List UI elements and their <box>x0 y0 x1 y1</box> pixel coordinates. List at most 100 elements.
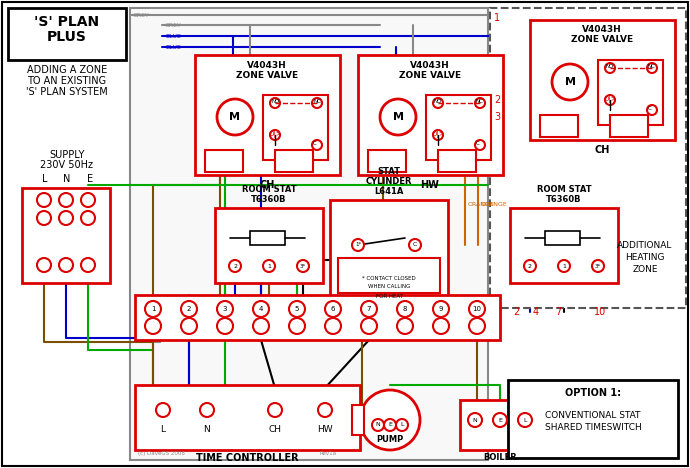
Bar <box>263 95 328 160</box>
Bar <box>205 150 243 172</box>
Circle shape <box>396 419 408 431</box>
Circle shape <box>181 301 197 317</box>
Text: C: C <box>648 106 652 111</box>
Circle shape <box>156 403 170 417</box>
Text: ROOM STAT: ROOM STAT <box>241 185 296 195</box>
Text: 'S' PLAN: 'S' PLAN <box>34 15 99 29</box>
Text: V4043H: V4043H <box>582 25 622 35</box>
Circle shape <box>312 140 322 150</box>
Circle shape <box>59 211 73 225</box>
Circle shape <box>200 403 214 417</box>
Bar <box>195 55 340 175</box>
Text: 2: 2 <box>233 263 237 269</box>
Text: C: C <box>313 141 317 146</box>
Circle shape <box>263 260 275 272</box>
Circle shape <box>380 99 416 135</box>
Text: N: N <box>375 423 380 427</box>
Text: ZONE VALVE: ZONE VALVE <box>571 36 633 44</box>
Circle shape <box>372 419 384 431</box>
Circle shape <box>81 258 95 272</box>
Bar <box>540 115 578 137</box>
Bar <box>22 188 110 283</box>
Bar <box>426 95 491 160</box>
Text: * CONTACT CLOSED: * CONTACT CLOSED <box>362 276 416 280</box>
Text: BLUE: BLUE <box>165 45 181 50</box>
Circle shape <box>318 403 332 417</box>
Text: C: C <box>476 141 480 146</box>
Circle shape <box>647 105 657 115</box>
Circle shape <box>433 301 449 317</box>
Text: BLUE: BLUE <box>165 34 181 39</box>
Text: V4043H: V4043H <box>247 60 287 70</box>
Circle shape <box>145 318 161 334</box>
Circle shape <box>605 95 615 105</box>
Text: 1: 1 <box>562 263 566 269</box>
Circle shape <box>558 260 570 272</box>
Circle shape <box>592 260 604 272</box>
Text: 5: 5 <box>295 306 299 312</box>
Bar <box>598 60 663 125</box>
Bar <box>545 231 580 245</box>
Text: (c) DaveGS 2008: (c) DaveGS 2008 <box>138 451 185 456</box>
Circle shape <box>468 413 482 427</box>
Circle shape <box>81 211 95 225</box>
Circle shape <box>37 193 51 207</box>
Text: ADDING A ZONE: ADDING A ZONE <box>27 65 107 75</box>
Bar <box>330 200 448 300</box>
Text: 3: 3 <box>494 112 500 122</box>
Bar <box>530 20 675 140</box>
Text: NC: NC <box>648 64 656 69</box>
Text: HEATING: HEATING <box>625 253 664 262</box>
Text: 1: 1 <box>150 306 155 312</box>
Text: CH: CH <box>259 180 275 190</box>
Text: N: N <box>204 425 210 434</box>
Text: 1: 1 <box>494 13 500 23</box>
Bar <box>215 208 323 283</box>
Bar <box>610 115 648 137</box>
Circle shape <box>253 301 269 317</box>
Text: NO: NO <box>606 64 614 69</box>
Text: PLUS: PLUS <box>47 30 87 44</box>
Text: L641A: L641A <box>374 188 404 197</box>
Circle shape <box>352 239 364 251</box>
Bar <box>135 385 360 450</box>
Text: 2: 2 <box>187 306 191 312</box>
Bar <box>490 8 686 308</box>
Text: NC: NC <box>313 99 321 104</box>
Circle shape <box>433 130 443 140</box>
Circle shape <box>433 98 443 108</box>
Circle shape <box>360 390 420 450</box>
Circle shape <box>475 98 485 108</box>
Bar <box>358 55 503 175</box>
Circle shape <box>297 260 309 272</box>
Text: 3: 3 <box>223 306 227 312</box>
Circle shape <box>475 140 485 150</box>
Bar <box>8 8 126 60</box>
Circle shape <box>409 239 421 251</box>
Text: L: L <box>42 174 48 184</box>
Text: 230V 50Hz: 230V 50Hz <box>41 160 94 170</box>
Circle shape <box>253 318 269 334</box>
Text: 'S' PLAN SYSTEM: 'S' PLAN SYSTEM <box>26 87 108 97</box>
Circle shape <box>270 130 280 140</box>
Text: E: E <box>87 174 93 184</box>
Text: T6360B: T6360B <box>251 196 287 205</box>
Text: ROOM STAT: ROOM STAT <box>537 185 591 195</box>
Text: ORANGE: ORANGE <box>468 203 495 207</box>
Circle shape <box>433 318 449 334</box>
Circle shape <box>384 419 396 431</box>
Text: NC: NC <box>476 99 484 104</box>
Bar <box>438 150 476 172</box>
Circle shape <box>493 413 507 427</box>
Text: 1: 1 <box>267 263 271 269</box>
Text: T6360B: T6360B <box>546 196 582 205</box>
Text: Rev1a: Rev1a <box>320 451 337 456</box>
Circle shape <box>552 64 588 100</box>
Circle shape <box>469 318 485 334</box>
Text: 6: 6 <box>331 306 335 312</box>
Circle shape <box>217 318 233 334</box>
Text: SHARED TIMESWITCH: SHARED TIMESWITCH <box>544 424 642 432</box>
Circle shape <box>524 260 536 272</box>
Circle shape <box>312 98 322 108</box>
Text: CH: CH <box>268 425 282 434</box>
